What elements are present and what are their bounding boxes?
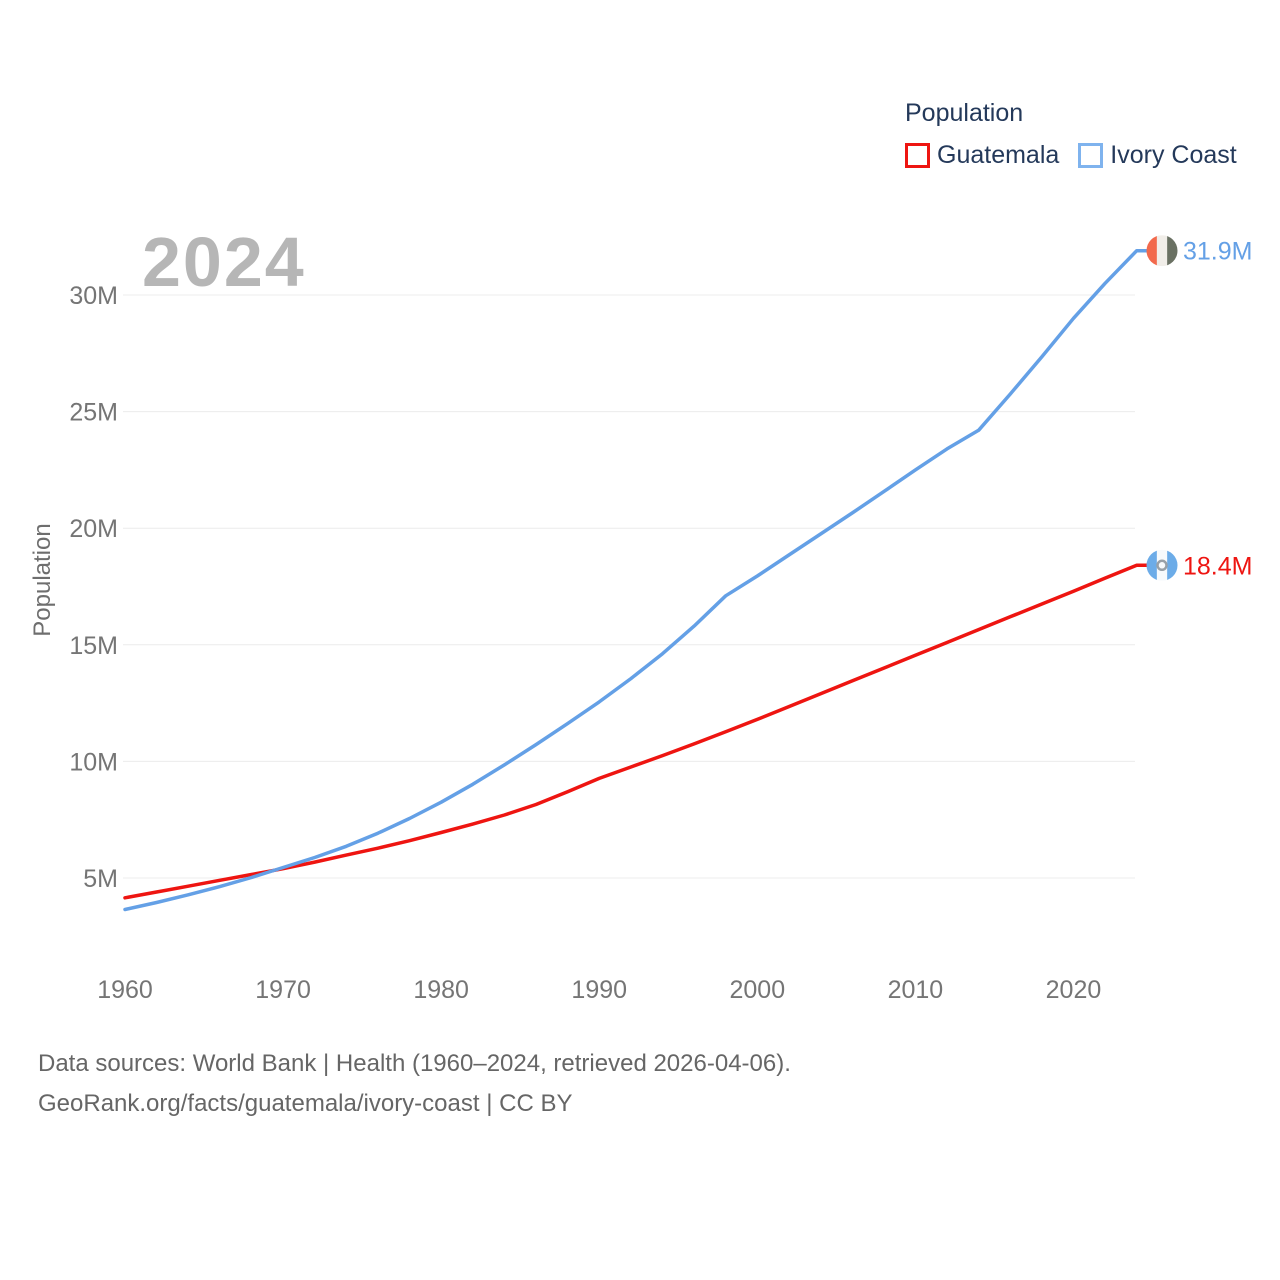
- legend-swatch-guatemala: [905, 143, 930, 168]
- legend-item-ivory-coast[interactable]: Ivory Coast: [1078, 141, 1237, 170]
- y-tick-label-10M: 10M: [69, 748, 118, 776]
- y-tick-label-25M: 25M: [69, 399, 118, 427]
- chart-legend: Population Guatemala Ivory Coast: [905, 99, 1237, 170]
- y-tick-label-30M: 30M: [69, 282, 118, 310]
- x-tick-label-1980: 1980: [413, 976, 469, 1004]
- x-tick-label-2000: 2000: [730, 976, 786, 1004]
- footer-data-sources: Data sources: World Bank | Health (1960–…: [38, 1050, 791, 1077]
- y-tick-label-20M: 20M: [69, 515, 118, 543]
- flag-stripe: [1167, 549, 1178, 581]
- end-value-label-ivory-coast: 31.9M: [1183, 238, 1252, 266]
- x-tick-label-1990: 1990: [571, 976, 627, 1004]
- series-line-ivory-coast: [123, 248, 1149, 912]
- legend-title: Population: [905, 99, 1024, 127]
- watermark-year: 2024: [142, 223, 306, 301]
- legend-item-guatemala[interactable]: Guatemala: [905, 141, 1059, 170]
- flag-stripe: [1167, 235, 1178, 267]
- legend-label-guatemala: Guatemala: [937, 141, 1060, 169]
- flag-stripe: [1146, 235, 1158, 267]
- y-tick-label-15M: 15M: [69, 632, 118, 660]
- flag-stripe: [1146, 549, 1158, 581]
- legend-label-ivory-coast: Ivory Coast: [1110, 141, 1237, 169]
- series-line-guatemala: [123, 563, 1149, 900]
- x-tick-label-2010: 2010: [888, 976, 944, 1004]
- legend-swatch-ivory-coast: [1078, 143, 1104, 168]
- flag-stripe: [1156, 235, 1168, 267]
- footer-attribution: GeoRank.org/facts/guatemala/ivory-coast …: [38, 1090, 573, 1117]
- y-tick-label-5M: 5M: [83, 865, 118, 893]
- x-tick-label-1960: 1960: [97, 976, 153, 1004]
- legend-items: Guatemala Ivory Coast: [905, 141, 1237, 170]
- x-tick-label-2020: 2020: [1046, 976, 1102, 1004]
- footer: Data sources: World Bank | Health (1960–…: [38, 1044, 791, 1124]
- x-tick-label-1970: 1970: [255, 976, 311, 1004]
- flag-icon-ivory-coast: [1146, 235, 1178, 267]
- flag-stripe: [1156, 549, 1168, 581]
- end-value-label-guatemala: 18.4M: [1183, 552, 1252, 580]
- flag-icon-guatemala: [1146, 549, 1178, 581]
- flag-emblem: [1156, 559, 1168, 572]
